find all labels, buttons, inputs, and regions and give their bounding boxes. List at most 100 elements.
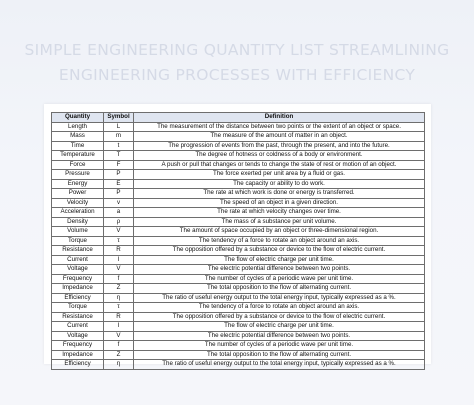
- symbol-cell: V: [103, 226, 134, 237]
- symbol-cell: V: [103, 264, 134, 275]
- quantity-cell: Resistance: [51, 311, 104, 322]
- symbol-cell: η: [103, 359, 134, 370]
- quantity-cell: Resistance: [51, 245, 104, 256]
- symbol-cell: t: [103, 140, 134, 151]
- quantity-cell: Time: [51, 140, 104, 151]
- definition-cell: The flow of electric charge per unit tim…: [133, 321, 425, 332]
- table-row: Voltage V The electric potential differenc…: [51, 264, 425, 275]
- definition-cell: A push or pull that changes or tends to …: [133, 159, 425, 170]
- quantity-cell: Velocity: [51, 197, 104, 208]
- quantity-table: Quantity Symbol Definition Length L The me…: [51, 112, 425, 370]
- symbol-cell: T: [103, 150, 134, 161]
- quantity-cell: Current: [51, 321, 104, 332]
- definition-cell: The measurement of the distance between …: [133, 121, 425, 132]
- definition-cell: The total opposition to the flow of alte…: [133, 349, 425, 360]
- quantity-cell: Force: [51, 159, 104, 170]
- table-header-row: Quantity Symbol Definition: [51, 112, 425, 123]
- definition-cell: The tendency of a force to rotate an obj…: [133, 235, 425, 246]
- symbol-cell: τ: [103, 235, 134, 246]
- table-row: Temperature T The degree of hotness or col…: [51, 150, 425, 161]
- definition-cell: The tendency of a force to rotate an obj…: [133, 302, 425, 313]
- quantity-cell: Torque: [51, 302, 104, 313]
- table-row: Efficiency η The ratio of useful energy ou…: [51, 292, 425, 303]
- symbol-cell: E: [103, 178, 134, 189]
- table-row: Mass m The measure of the amount of matter…: [51, 131, 425, 142]
- definition-cell: The number of cycles of a periodic wave …: [133, 340, 425, 351]
- definition-cell: The opposition offered by a substance or…: [133, 245, 425, 256]
- table-row: Density ρ The mass of a substance per unit…: [51, 216, 425, 227]
- symbol-cell: m: [103, 131, 134, 142]
- quantity-cell: Efficiency: [51, 292, 104, 303]
- symbol-cell: f: [103, 340, 134, 351]
- table-row: Volume V The amount of space occupied by a…: [51, 226, 425, 237]
- header-symbol: Symbol: [103, 112, 134, 123]
- quantity-cell: Energy: [51, 178, 104, 189]
- definition-cell: The number of cycles of a periodic wave …: [133, 273, 425, 284]
- table-row: Efficiency η The ratio of useful energy ou…: [51, 359, 425, 370]
- table-row: Impedance Z The total opposition to the fl…: [51, 283, 425, 294]
- symbol-cell: a: [103, 207, 134, 218]
- definition-cell: The flow of electric charge per unit tim…: [133, 254, 425, 265]
- table-row: Frequency f The number of cycles of a peri…: [51, 273, 425, 284]
- quantity-cell: Temperature: [51, 150, 104, 161]
- symbol-cell: η: [103, 292, 134, 303]
- definition-cell: The capacity or ability to do work.: [133, 178, 425, 189]
- page-title: SIMPLE ENGINEERING QUANTITY LIST STREAML…: [0, 38, 474, 88]
- quantity-cell: Current: [51, 254, 104, 265]
- quantity-cell: Voltage: [51, 330, 104, 341]
- quantity-cell: Voltage: [51, 264, 104, 275]
- definition-cell: The electric potential difference betwee…: [133, 264, 425, 275]
- symbol-cell: R: [103, 245, 134, 256]
- table-row: Frequency f The number of cycles of a peri…: [51, 340, 425, 351]
- symbol-cell: V: [103, 330, 134, 341]
- definition-cell: The force exerted per unit area by a flu…: [133, 169, 425, 180]
- quantity-cell: Mass: [51, 131, 104, 142]
- definition-cell: The measure of the amount of matter in a…: [133, 131, 425, 142]
- table-row: Current I The flow of electric charge per …: [51, 254, 425, 265]
- quantity-cell: Efficiency: [51, 359, 104, 370]
- symbol-cell: I: [103, 254, 134, 265]
- table-row: Current I The flow of electric charge per …: [51, 321, 425, 332]
- quantity-cell: Length: [51, 121, 104, 132]
- symbol-cell: ρ: [103, 216, 134, 227]
- table-row: Torque τ The tendency of a force to rotate…: [51, 235, 425, 246]
- header-quantity: Quantity: [51, 112, 104, 123]
- symbol-cell: τ: [103, 302, 134, 313]
- symbol-cell: v: [103, 197, 134, 208]
- quantity-cell: Power: [51, 188, 104, 199]
- quantity-cell: Volume: [51, 226, 104, 237]
- symbol-cell: P: [103, 169, 134, 180]
- definition-cell: The electric potential difference betwee…: [133, 330, 425, 341]
- symbol-cell: R: [103, 311, 134, 322]
- table-row: Energy E The capacity or ability to do wor…: [51, 178, 425, 189]
- table-row: Length L The measurement of the distance b…: [51, 121, 425, 132]
- header-definition: Definition: [133, 112, 425, 123]
- symbol-cell: Z: [103, 349, 134, 360]
- title-line-2: ENGINEERING PROCESSES WITH EFFICIENCY: [58, 66, 416, 84]
- table-row: Torque τ The tendency of a force to rotate…: [51, 302, 425, 313]
- symbol-cell: f: [103, 273, 134, 284]
- definition-cell: The mass of a substance per unit volume.: [133, 216, 425, 227]
- quantity-cell: Impedance: [51, 349, 104, 360]
- definition-cell: The opposition offered by a substance or…: [133, 311, 425, 322]
- spreadsheet-sheet: Quantity Symbol Definition Length L The me…: [44, 104, 431, 370]
- symbol-cell: L: [103, 121, 134, 132]
- table-row: Pressure P The force exerted per unit area…: [51, 169, 425, 180]
- symbol-cell: P: [103, 188, 134, 199]
- quantity-cell: Pressure: [51, 169, 104, 180]
- table-body: Length L The measurement of the distance b…: [51, 121, 425, 370]
- table-row: Force F A push or pull that changes or ten…: [51, 159, 425, 170]
- definition-cell: The speed of an object in a given direct…: [133, 197, 425, 208]
- quantity-cell: Impedance: [51, 283, 104, 294]
- symbol-cell: F: [103, 159, 134, 170]
- table-row: Voltage V The electric potential differenc…: [51, 330, 425, 341]
- definition-cell: The rate at which work is done or energy…: [133, 188, 425, 199]
- definition-cell: The degree of hotness or coldness of a b…: [133, 150, 425, 161]
- definition-cell: The ratio of useful energy output to the…: [133, 359, 425, 370]
- symbol-cell: I: [103, 321, 134, 332]
- table-row: Resistance R The opposition offered by a s…: [51, 311, 425, 322]
- table-row: Velocity v The speed of an object in a giv…: [51, 197, 425, 208]
- table-row: Time t The progression of events from the …: [51, 140, 425, 151]
- title-line-1: SIMPLE ENGINEERING QUANTITY LIST STREAML…: [24, 41, 450, 59]
- symbol-cell: Z: [103, 283, 134, 294]
